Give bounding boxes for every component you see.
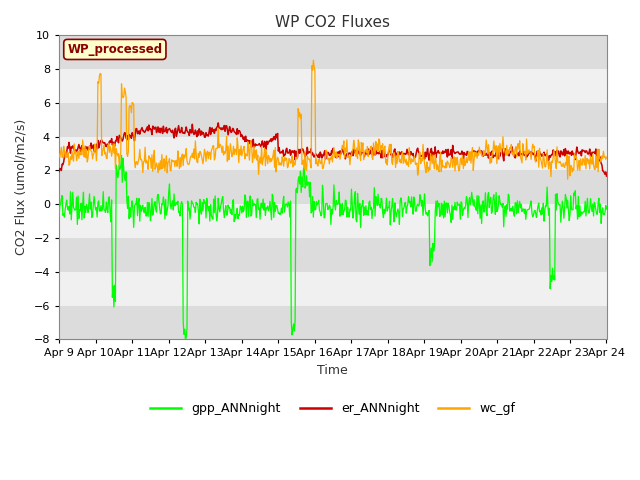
gpp_ANNnight [207,213,215,218]
gpp_ANNnight [401,200,408,206]
wc_gf [55,151,63,157]
er_ANNnight [55,168,63,174]
wc_gf [65,162,73,168]
Line: wc_gf: wc_gf [59,60,607,179]
Bar [59,36,607,69]
Bar [59,137,607,170]
er_ANNnight [177,129,185,134]
Line: er_ANNnight: er_ANNnight [59,123,607,176]
wc_gf [122,89,129,95]
wc_gf [603,155,611,160]
Bar [59,69,607,103]
Bar [59,272,607,306]
gpp_ANNnight [417,197,424,203]
er_ANNnight [65,140,73,145]
Bar [59,170,607,204]
Bar [59,204,607,238]
gpp_ANNnight [55,213,63,219]
wc_gf [177,164,185,170]
gpp_ANNnight [122,169,130,175]
gpp_ANNnight [178,199,186,204]
gpp_ANNnight [182,336,189,342]
wc_gf [310,57,317,63]
Title: WP CO2 Fluxes: WP CO2 Fluxes [275,15,390,30]
Bar [59,238,607,272]
er_ANNnight [122,130,129,136]
Bar [59,306,607,339]
gpp_ANNnight [603,206,611,212]
Text: WP_processed: WP_processed [67,43,163,56]
wc_gf [416,149,424,155]
gpp_ANNnight [65,204,73,209]
wc_gf [206,150,214,156]
Line: gpp_ANNnight: gpp_ANNnight [59,156,607,339]
gpp_ANNnight [118,153,125,158]
Legend: gpp_ANNnight, er_ANNnight, wc_gf: gpp_ANNnight, er_ANNnight, wc_gf [145,397,520,420]
er_ANNnight [603,173,611,179]
X-axis label: Time: Time [317,364,348,377]
er_ANNnight [400,151,408,156]
wc_gf [564,176,572,182]
er_ANNnight [206,125,214,131]
er_ANNnight [214,120,222,126]
wc_gf [400,152,408,158]
Y-axis label: CO2 Flux (umol/m2/s): CO2 Flux (umol/m2/s) [15,119,28,255]
Bar [59,103,607,137]
er_ANNnight [416,156,424,161]
